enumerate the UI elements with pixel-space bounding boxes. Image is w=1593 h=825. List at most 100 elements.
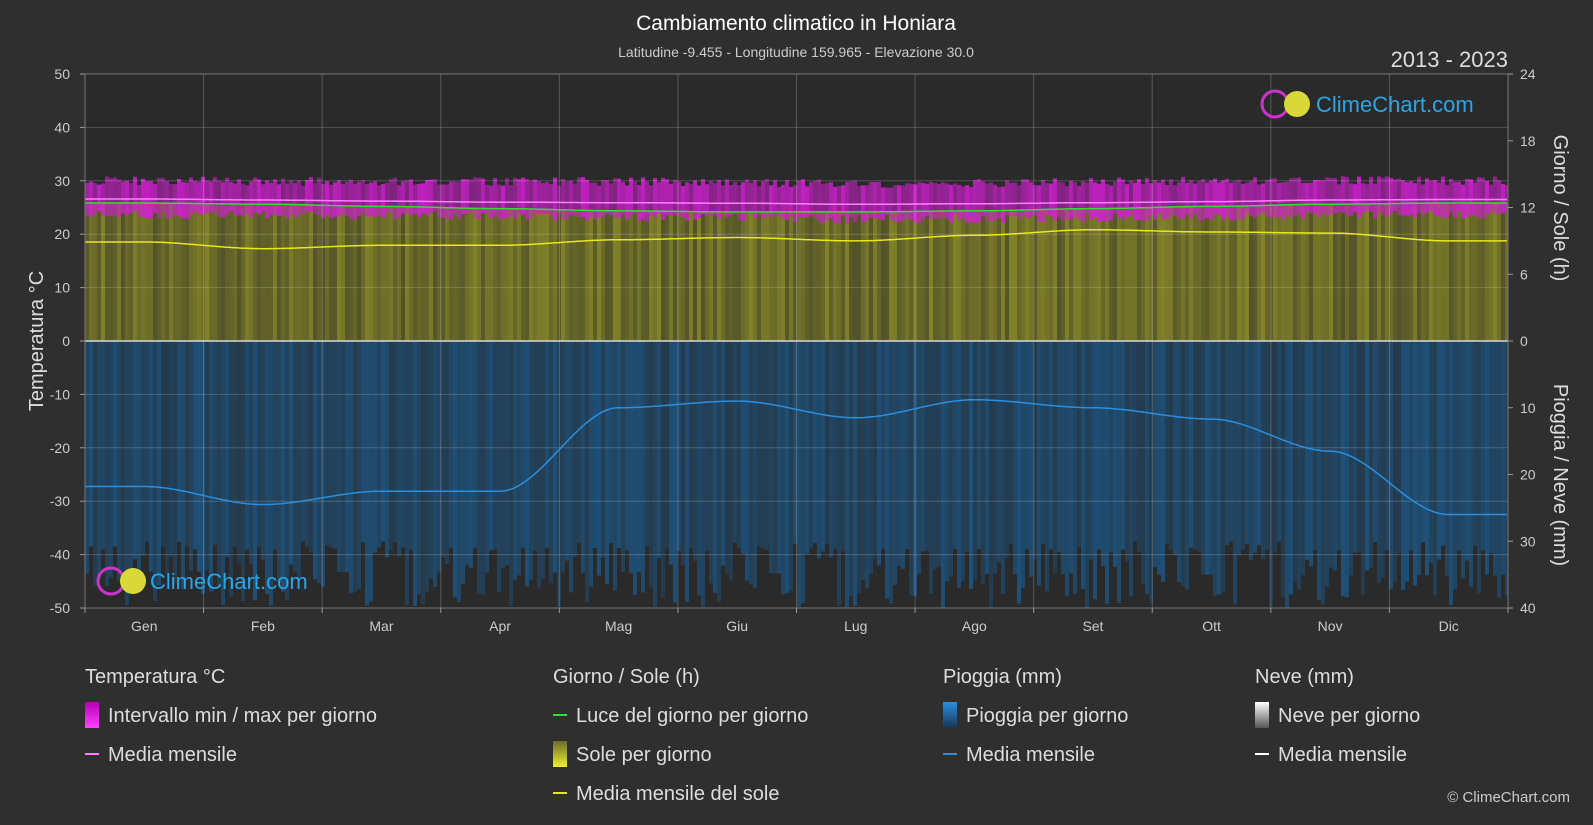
- period-label: 2013 - 2023: [1391, 47, 1508, 72]
- rain-day-bar: [1333, 341, 1337, 571]
- sun-day-bar: [321, 205, 325, 341]
- rain-day-bar: [609, 341, 613, 544]
- temp-day-bar: [813, 180, 817, 219]
- sun-day-bar: [1005, 210, 1009, 341]
- temp-day-bar: [1397, 178, 1401, 216]
- sun-day-bar: [1065, 208, 1069, 341]
- sun-day-bar: [481, 208, 485, 341]
- temp-day-bar: [553, 177, 557, 221]
- sun-day-bar: [1225, 206, 1229, 341]
- rain-day-bar: [469, 341, 473, 568]
- sun-day-bar: [1193, 206, 1197, 341]
- sun-day-bar: [1141, 207, 1145, 341]
- month-tick-label: Dic: [1439, 618, 1459, 634]
- rain-day-bar: [1493, 341, 1497, 576]
- rain-day-bar: [1141, 341, 1145, 585]
- rain-day-bar: [141, 341, 145, 556]
- right-top-tick-label: 6: [1520, 266, 1528, 282]
- rain-day-bar: [273, 341, 277, 550]
- sun-day-bar: [813, 211, 817, 341]
- sun-day-bar: [1301, 204, 1305, 341]
- rain-day-bar: [213, 341, 217, 545]
- rain-day-bar: [245, 341, 249, 550]
- temp-day-bar: [577, 177, 581, 218]
- rain-day-bar: [565, 341, 569, 561]
- temp-day-bar: [1209, 180, 1213, 220]
- rain-day-bar: [321, 341, 325, 587]
- temp-day-bar: [1145, 177, 1149, 221]
- temp-day-bar: [361, 180, 365, 214]
- rain-day-bar: [585, 341, 589, 603]
- rain-day-bar: [1213, 341, 1217, 596]
- sun-day-bar: [381, 206, 385, 341]
- rain-day-bar: [237, 341, 241, 564]
- temp-day-bar: [725, 179, 729, 218]
- temp-day-bar: [133, 176, 137, 212]
- temp-day-bar: [1465, 179, 1469, 218]
- sun-day-bar: [817, 211, 821, 341]
- rain-day-bar: [993, 341, 997, 574]
- sun-day-bar: [781, 211, 785, 341]
- rain-day-bar: [989, 341, 993, 608]
- temp-day-bar: [989, 182, 993, 223]
- sun-day-bar: [997, 210, 1001, 341]
- temp-day-bar: [485, 184, 489, 215]
- temp-day-bar: [1085, 182, 1089, 215]
- sun-day-bar: [317, 205, 321, 341]
- sun-day-bar: [165, 203, 169, 341]
- rain-day-bar: [1077, 341, 1081, 548]
- sun-day-bar: [645, 210, 649, 341]
- sun-day-bar: [1033, 209, 1037, 341]
- rain-day-bar: [929, 341, 933, 594]
- daylight-line: [85, 202, 1507, 213]
- temp-day-bar: [341, 183, 345, 215]
- rain-day-bar: [117, 341, 121, 582]
- temp-day-bar: [757, 186, 761, 216]
- temp-day-bar: [1425, 178, 1429, 213]
- rain-day-bar: [205, 341, 209, 571]
- rain-day-bar: [1117, 341, 1121, 604]
- sun-day-bar: [945, 211, 949, 341]
- rain-day-bar: [1365, 341, 1369, 571]
- sun-day-bar: [1449, 203, 1453, 341]
- temp-day-bar: [645, 181, 649, 222]
- rain-day-bar: [265, 341, 269, 594]
- rain-day-bar: [257, 341, 261, 547]
- rain-day-bar: [1505, 341, 1508, 596]
- temp-day-bar: [1173, 185, 1177, 217]
- temp-day-bar: [1273, 177, 1277, 218]
- left-tick-label: 10: [54, 280, 70, 296]
- rain-day-bar: [505, 341, 509, 566]
- temp-day-bar: [1005, 180, 1009, 216]
- temp-day-bar: [765, 178, 769, 217]
- sun-day-bar: [793, 211, 797, 341]
- sun-day-bar: [149, 203, 153, 341]
- rain-day-bar: [97, 341, 101, 579]
- temp-day-bar: [945, 183, 949, 220]
- sun-day-bar: [309, 204, 313, 341]
- rain-day-bar: [865, 341, 869, 589]
- sun-day-bar: [1113, 208, 1117, 341]
- rain-day-bar: [477, 341, 481, 594]
- rain-day-bar: [1337, 341, 1341, 551]
- temp-day-bar: [517, 179, 521, 214]
- right-top-tick-label: 0: [1520, 333, 1528, 349]
- sun-day-bar: [1177, 206, 1181, 341]
- rain-day-bar: [645, 341, 649, 547]
- rain-day-bar: [1225, 341, 1229, 545]
- temp-day-bar: [1497, 180, 1501, 214]
- sun-day-bar: [1477, 203, 1481, 341]
- rain-day-bar: [833, 341, 837, 549]
- rain-day-bar: [1021, 341, 1025, 588]
- rain-day-bar: [753, 341, 757, 589]
- temp-day-bar: [97, 184, 101, 212]
- sun-day-bar: [1393, 203, 1397, 341]
- chart-subtitle: Latitudine -9.455 - Longitudine 159.965 …: [618, 44, 974, 60]
- temp-day-bar: [713, 183, 717, 216]
- temp-day-bar: [1313, 179, 1317, 214]
- rain-day-bar: [1105, 341, 1109, 604]
- sun-day-bar: [1501, 203, 1505, 341]
- sun-day-bar: [161, 203, 165, 341]
- rain-day-bar: [721, 341, 725, 566]
